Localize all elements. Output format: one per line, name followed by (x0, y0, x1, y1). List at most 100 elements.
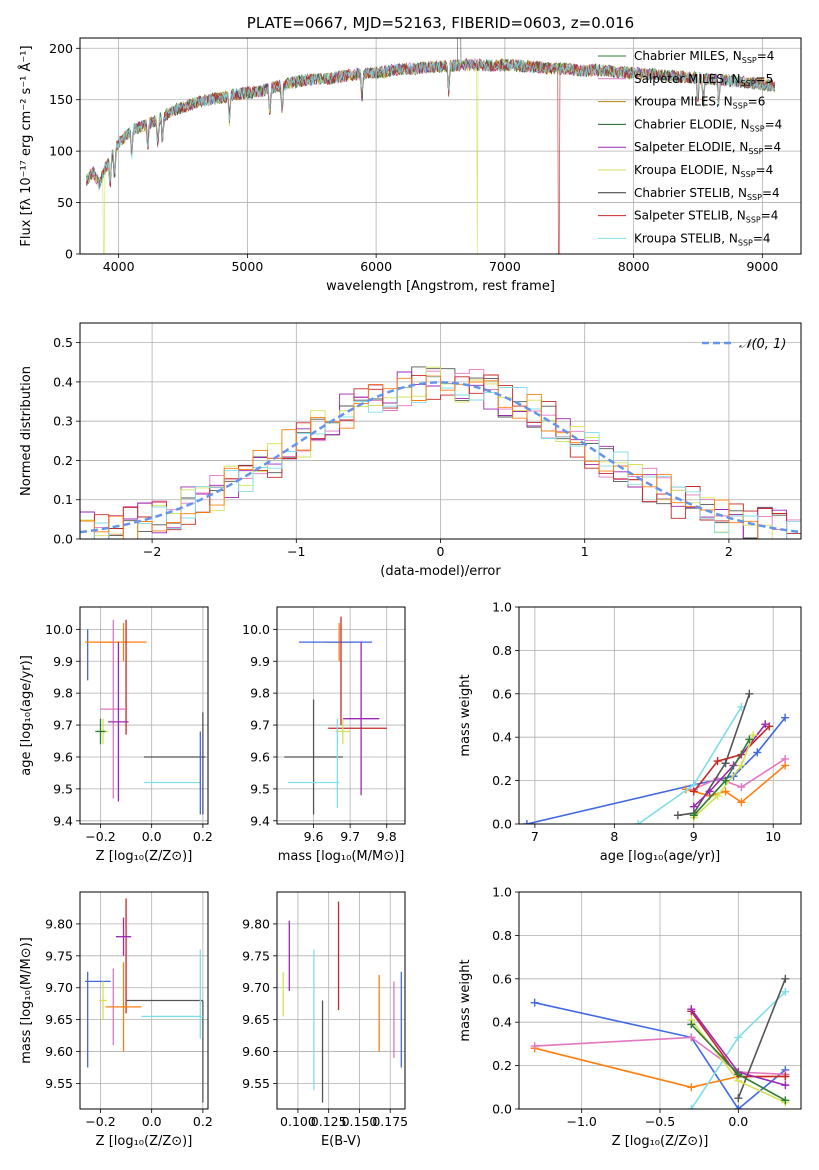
x-axis-label: mass [log₁₀(M/M⊙)] (278, 849, 405, 864)
x-tick-label: 5000 (231, 259, 263, 274)
series-point-marker (781, 987, 790, 996)
legend-label-text: Salpeter ELODIE, N (634, 140, 748, 154)
series-line (693, 725, 770, 792)
x-tick-label: 10 (765, 829, 781, 844)
x-tick-label: −0.2 (85, 829, 115, 844)
legend-label: Salpeter STELIB, NSSP=4 (634, 209, 778, 225)
axes-frame (79, 606, 209, 825)
y-tick-label: 0.4 (53, 374, 73, 389)
y-tick-label: 10.0 (242, 622, 270, 637)
errorbar-point (342, 642, 380, 796)
errorbar-point (95, 718, 106, 745)
grid-lines (519, 606, 801, 825)
x-tick-label: 4000 (103, 259, 135, 274)
y-tick-label: 9.80 (242, 916, 270, 931)
plot-area (282, 901, 402, 1103)
series-line (693, 758, 786, 791)
series-point-marker (713, 757, 722, 766)
y-tick-label: 1.0 (492, 885, 512, 900)
legend-label-suffix: =6 (748, 95, 766, 109)
series-point-marker (687, 1105, 696, 1109)
x-tick-label: −1.0 (566, 1114, 596, 1129)
y-tick-label: 9.55 (45, 1076, 73, 1091)
legend-label-subscript: SSP (738, 238, 753, 247)
y-tick-label: 9.75 (242, 948, 270, 963)
series-point-marker (734, 1070, 743, 1079)
y-tick-label: 50 (57, 195, 73, 210)
x-tick-label: 9 (690, 829, 698, 844)
series-point-marker (734, 1033, 743, 1042)
x-tick-label: 0.175 (372, 1114, 408, 1129)
y-tick-label: 0.5 (53, 335, 73, 350)
x-axis-label: Z [log₁₀(Z/Z⊙)] (96, 1134, 193, 1149)
y-tick-label: 100 (49, 144, 73, 159)
legend-label: Salpeter ELODIE, NSSP=4 (634, 140, 781, 156)
series-point-marker (687, 1083, 696, 1092)
legend-label-subscript: SSP (742, 56, 757, 65)
x-tick-label: 0.2 (193, 829, 213, 844)
plot-area (284, 616, 387, 815)
spectrum-series-line (86, 58, 776, 254)
y-tick-label: 9.60 (242, 1044, 270, 1059)
y-tick-label: 9.9 (250, 654, 270, 669)
x-tick-label: 6000 (360, 259, 392, 274)
y-axis-label: age [log₁₀(age/yr)] (19, 655, 34, 776)
x-tick-label: 0 (437, 544, 445, 559)
y-tick-label: 9.75 (45, 948, 73, 963)
series-point-marker (737, 761, 746, 770)
legend-label: 𝒩(0, 1) (739, 337, 786, 352)
x-tick-label: −1 (287, 544, 305, 559)
x-tick-label: −0.2 (85, 1114, 115, 1129)
series-point-marker (753, 748, 762, 757)
series-point-marker (781, 754, 790, 763)
y-tick-label: 0 (65, 247, 73, 262)
series-point-marker (522, 820, 531, 824)
y-tick-label: 200 (49, 41, 73, 56)
errorbar-point (100, 622, 147, 662)
mass-weight-vs-age-panel: 7 8 9 10 0.0 0.2 0.4 0.6 0.8 1.0 age [log₁₀(age/yr… (458, 600, 802, 864)
series-point-marker (689, 811, 698, 820)
legend-label: Chabrier STELIB, NSSP=4 (634, 186, 780, 202)
legend-label-text: Chabrier ELODIE, N (634, 117, 750, 131)
series-point-marker (761, 720, 770, 729)
legend-label: Kroupa MILES, NSSP=6 (634, 95, 765, 111)
x-axis-label: wavelength [Angstrom, rest frame] (326, 279, 555, 294)
legend-label-suffix: =4 (762, 186, 780, 200)
y-tick-label: 9.4 (53, 813, 73, 828)
legend-label-text: Kroupa ELODIE, N (634, 163, 741, 177)
y-tick-label: 9.8 (250, 686, 270, 701)
series-point-marker (734, 1094, 743, 1103)
y-axis-label: mass [log₁₀(M/M⊙)] (19, 937, 34, 1064)
x-tick-label: 0.100 (280, 1114, 316, 1129)
legend-label-suffix: =4 (756, 163, 774, 177)
y-tick-label: 9.55 (242, 1076, 270, 1091)
y-tick-label: 9.7 (250, 718, 270, 733)
legend-label: Chabrier ELODIE, NSSP=4 (634, 117, 782, 133)
legend-label: Kroupa STELIB, NSSP=4 (634, 231, 771, 247)
y-tick-label: 9.6 (250, 749, 270, 764)
spectrum-panel: 4000 5000 6000 7000 8000 9000 0 50 100 150 200 wave… (18, 14, 802, 294)
axes-frame (79, 37, 802, 255)
legend-label-suffix: =4 (761, 209, 779, 223)
errorbar-point (105, 962, 142, 1052)
legend-label-subscript: SSP (750, 124, 765, 133)
y-tick-label: 0.1 (53, 492, 73, 507)
y-tick-label: 9.65 (242, 1012, 270, 1027)
x-tick-label: −0.5 (645, 1114, 675, 1129)
grid-lines (277, 892, 405, 1109)
legend-label-subscript: SSP (733, 102, 748, 111)
legend-label-suffix: =5 (756, 72, 774, 86)
y-tick-label: 1.0 (492, 600, 512, 615)
series-point-marker (745, 735, 754, 744)
axes-frame (276, 606, 406, 825)
y-tick-label: 9.60 (45, 1044, 73, 1059)
series-point-marker (721, 776, 730, 785)
y-axis-label: Flux [fλ 10⁻¹⁷ erg cm⁻² s⁻¹ Å⁻¹] (18, 45, 34, 246)
y-tick-label: 9.70 (242, 980, 270, 995)
plot-area (86, 38, 776, 254)
y-tick-label: 9.70 (45, 980, 73, 995)
legend-label-text: Chabrier STELIB, N (634, 186, 747, 200)
x-tick-label: −2 (143, 544, 161, 559)
y-tick-label: 9.65 (45, 1012, 73, 1027)
mass-weight-vs-metallicity-panel: −1.0 −0.5 0.0 0.0 0.2 0.4 0.6 0.8 1.0 Z [log₁₀(Z/… (458, 885, 802, 1149)
